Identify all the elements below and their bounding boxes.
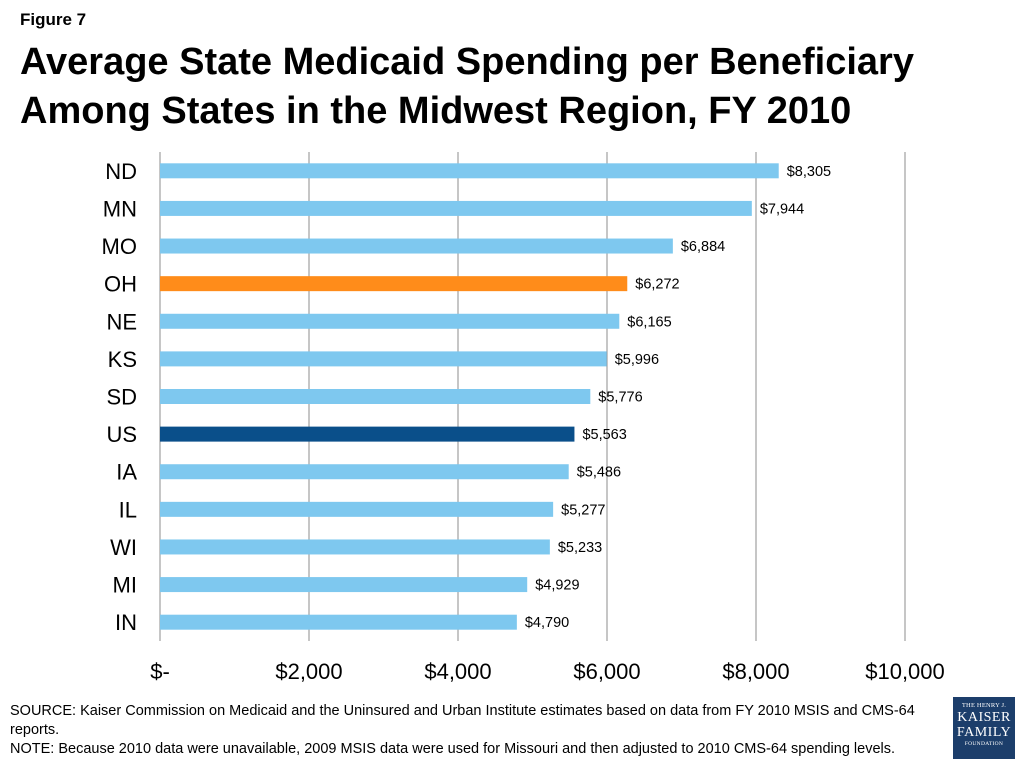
data-note: NOTE: Because 2010 data were unavailable… [10, 741, 896, 757]
bar-ia [160, 464, 569, 480]
category-label: ND [105, 159, 137, 184]
data-label: $6,272 [635, 277, 679, 293]
x-tick-label: $8,000 [722, 659, 789, 684]
source-note: SOURCE: Kaiser Commission on Medicaid an… [10, 703, 915, 738]
data-label: $5,563 [582, 427, 626, 443]
category-label: MN [103, 196, 137, 221]
category-label: OH [104, 272, 137, 297]
category-label: SD [106, 385, 137, 410]
category-label: IA [116, 460, 137, 485]
bar-ne [160, 313, 620, 329]
logo-line-2: KAISER [957, 710, 1011, 725]
x-tick-label: $4,000 [424, 659, 491, 684]
logo-line-1: THE HENRY J. [961, 702, 1007, 709]
bar-sd [160, 389, 591, 404]
bar-mi [160, 577, 528, 593]
chart-notes: SOURCE: Kaiser Commission on Medicaid an… [10, 702, 945, 759]
data-label: $5,233 [558, 540, 602, 556]
data-label: $5,776 [598, 390, 642, 406]
logo-line-3: FAMILY [956, 725, 1012, 740]
x-tick-label: $10,000 [865, 659, 945, 684]
bar-mn [160, 200, 752, 216]
category-label: MI [113, 573, 137, 598]
category-label: MO [102, 234, 137, 259]
data-label: $5,486 [577, 465, 621, 481]
x-tick-label: $6,000 [573, 659, 640, 684]
x-tick-label: $2,000 [275, 659, 342, 684]
category-label: WI [110, 535, 137, 560]
bar-wi [160, 539, 550, 555]
category-label: US [106, 422, 137, 447]
category-label: IL [119, 497, 137, 522]
kaiser-logo: THE HENRY J. KAISER FAMILY FOUNDATION [953, 697, 1015, 759]
x-tick-label: $- [150, 659, 170, 684]
data-label: $5,277 [561, 502, 605, 518]
bar-chart: $- $2,000 $4,000 $6,000 $8,000 $10,000 ND $8,30… [102, 152, 945, 684]
category-label: NE [106, 309, 137, 334]
logo-line-4: FOUNDATION [964, 741, 1004, 747]
bar-oh [160, 276, 628, 292]
data-label: $8,305 [787, 164, 831, 180]
data-label: $6,165 [627, 314, 671, 330]
data-label: $7,944 [760, 201, 804, 217]
bar-ks [160, 351, 607, 367]
figure-label: Figure 7 [20, 10, 87, 29]
data-label: $6,884 [681, 239, 725, 255]
bar-il [160, 501, 554, 517]
data-label: $5,996 [615, 352, 659, 368]
chart-title: Average State Medicaid Spending per Bene… [20, 41, 914, 132]
bar-nd [160, 163, 779, 179]
data-label: $4,790 [525, 615, 569, 631]
bar-in [160, 614, 517, 630]
bar-us [160, 426, 575, 442]
category-label: KS [108, 347, 137, 372]
bar-mo [160, 238, 673, 254]
data-label: $4,929 [535, 578, 579, 594]
category-label: IN [115, 610, 137, 635]
